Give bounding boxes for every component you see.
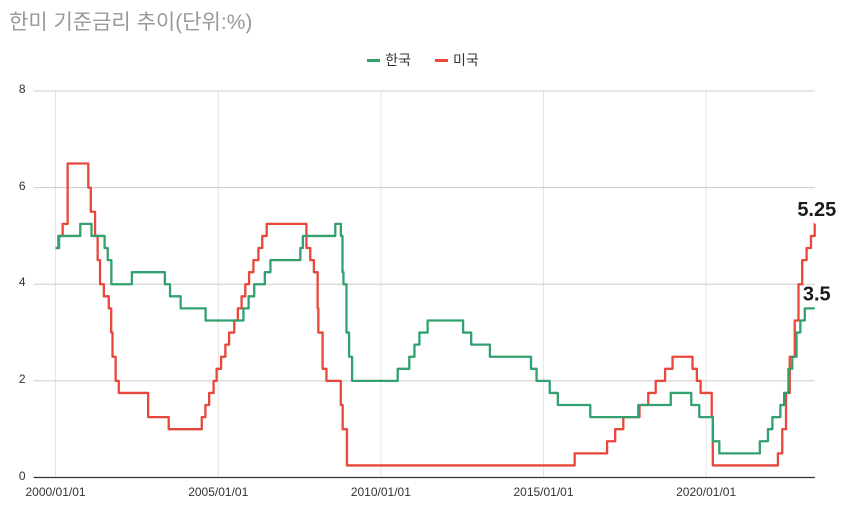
svg-text:5.25: 5.25: [797, 199, 836, 221]
svg-text:3.5: 3.5: [803, 283, 831, 305]
